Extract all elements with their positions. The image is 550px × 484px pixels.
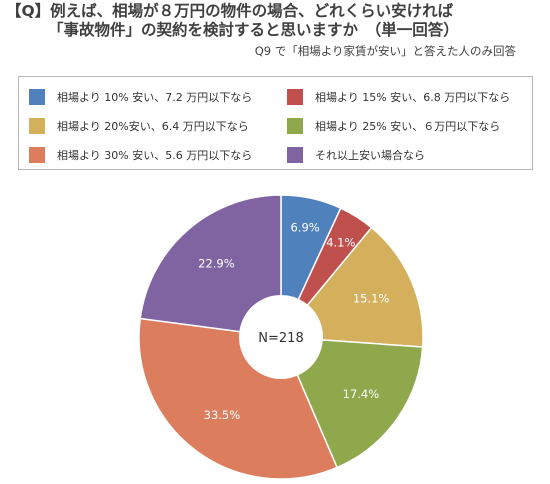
legend-label: 相場より 25% 安い、６万円以下なら [315,120,501,133]
pie-slice-25pct [279,336,424,469]
slice-label-25pct: 17.4% [343,387,380,401]
legend-item-10pct: 相場より 10% 安い、7.2 万円以下なら [29,89,252,105]
slice-labels: 6.9% 4.1% 15.1% 17.4% 33.5% 22.9% [198,221,389,423]
legend-swatch [29,89,45,105]
legend-swatch [29,147,45,163]
legend-item-more: それ以上安い場合なら [287,147,425,163]
title-line-1: 【Q】例えば、相場が８万円の物件の場合、どれくらい安ければ [6,2,454,20]
legend-label: それ以上安い場合なら [315,149,425,162]
pie-slice-more [139,194,282,338]
legend-swatch [287,118,303,134]
legend-item-25pct: 相場より 25% 安い、６万円以下なら [287,118,500,134]
slice-label-more: 22.9% [198,256,235,270]
donut-hole [239,295,323,379]
legend-item-30pct: 相場より 30% 安い、5.6 万円以下なら [29,147,252,163]
slice-label-30pct: 33.5% [204,408,241,422]
slice-label-15pct: 4.1% [326,235,355,249]
legend-swatch [287,147,303,163]
legend-swatch [287,89,303,105]
slice-label-10pct: 6.9% [290,221,319,235]
center-label: N=218 [258,331,303,346]
legend-label: 相場より 15% 安い、6.8 万円以下なら [315,91,511,104]
chart-title: 【Q】例えば、相場が８万円の物件の場合、どれくらい安ければ 「事故物件」の契約を… [6,2,546,40]
legend-label: 相場より 10% 安い、7.2 万円以下なら [57,91,253,104]
legend-item-15pct: 相場より 15% 安い、6.8 万円以下なら [287,89,510,105]
legend: 相場より 10% 安い、7.2 万円以下なら 相場より 15% 安い、6.8 万… [18,76,533,170]
title-line-2: 「事故物件」の契約を検討すると思いますか （単一回答） [48,21,459,39]
legend-swatch [29,118,45,134]
legend-item-20pct: 相場より 20%安い、6.4 万円以下なら [29,118,249,134]
slice-label-20pct: 15.1% [353,292,390,306]
chart-subtitle: Q9 で「相場より家賃が安い」と答えた人のみ回答 [254,44,516,58]
legend-label: 相場より 30% 安い、5.6 万円以下なら [57,149,253,162]
legend-label: 相場より 20%安い、6.4 万円以下なら [57,120,249,133]
